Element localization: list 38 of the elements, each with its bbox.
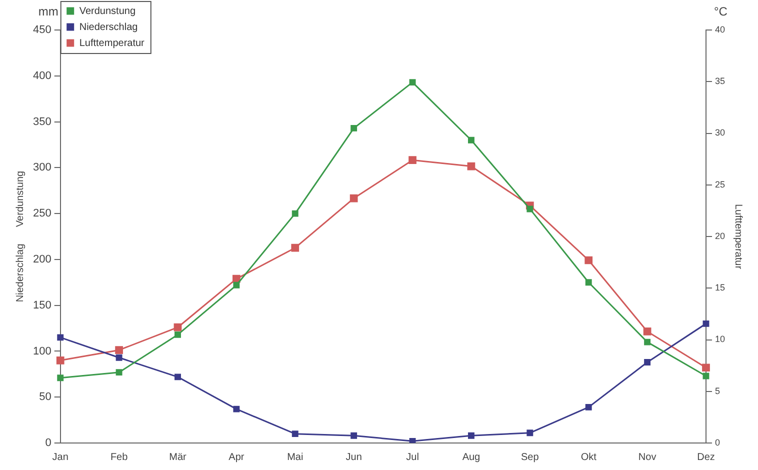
y-tick-label: 0 [45,437,52,450]
y-tick-label: 400 [32,70,52,82]
x-tick-label: Feb [110,452,128,463]
legend-label: Verdunstung [79,6,136,17]
y2-axis-title: Lufttemperatur [732,204,744,270]
x-tick-label: Dez [697,452,715,463]
legend-label: Lufttemperatur [79,38,146,49]
y-tick-label: 450 [32,24,52,36]
x-tick-label: Mär [169,452,188,463]
y-tick-label: 300 [32,162,52,174]
y-tick-label: 350 [32,116,52,128]
x-tick-label: Jun [346,452,362,463]
text: mm [38,4,58,18]
y2-tick-label: 25 [714,179,726,190]
x-tick-label: Mai [287,452,304,463]
y2-tick-label: 35 [714,76,726,86]
y2-tick-label: 5 [714,386,720,396]
x-tick-label: Sep [521,452,540,463]
y-tick-label: 50 [39,391,52,404]
y2-tick-label: 10 [714,334,726,344]
y-tick-label: 150 [32,299,52,312]
y-axis-title: Niederschlag Verdunstung [14,170,26,302]
x-tick-label: Nov [638,452,656,463]
x-tick-label: Okt [580,452,597,463]
y2-tick-label: 30 [714,128,726,138]
y-tick-label: 250 [32,208,52,220]
x-tick-label: Apr [228,452,245,463]
text: °C [714,4,728,18]
x-tick-label: Jan [52,452,68,463]
y-tick-label: 100 [32,345,52,358]
legend-label: Niederschlag [79,22,138,33]
y2-tick-label: 40 [714,24,726,34]
x-tick-label: Aug [462,452,480,463]
x-tick-label: Jul [406,452,419,463]
y2-tick-label: 15 [714,282,726,293]
y2-tick-label: 0 [714,437,720,448]
y2-tick-label: 20 [714,230,726,241]
y-tick-label: 200 [32,253,52,266]
